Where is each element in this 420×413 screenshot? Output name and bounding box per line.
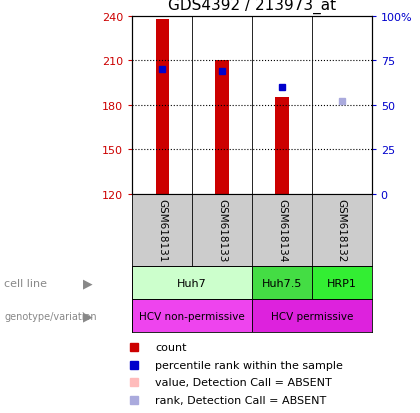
Text: GSM618132: GSM618132 bbox=[337, 199, 347, 262]
Bar bbox=[156, 19, 169, 194]
Bar bbox=[252, 266, 312, 299]
Bar bbox=[132, 299, 252, 332]
Bar bbox=[252, 299, 372, 332]
Text: HCV non-permissive: HCV non-permissive bbox=[139, 311, 245, 321]
Title: GDS4392 / 213973_at: GDS4392 / 213973_at bbox=[168, 0, 336, 14]
Text: value, Detection Call = ABSENT: value, Detection Call = ABSENT bbox=[155, 377, 332, 387]
Text: ▶: ▶ bbox=[84, 309, 93, 323]
Bar bbox=[132, 266, 252, 299]
Text: count: count bbox=[155, 342, 187, 352]
Text: HRP1: HRP1 bbox=[327, 278, 357, 288]
Text: genotype/variation: genotype/variation bbox=[4, 311, 97, 321]
Text: GSM618134: GSM618134 bbox=[277, 199, 287, 262]
Bar bbox=[215, 61, 228, 194]
Text: Huh7.5: Huh7.5 bbox=[262, 278, 302, 288]
Bar bbox=[276, 98, 289, 194]
Text: ▶: ▶ bbox=[84, 276, 93, 290]
Bar bbox=[312, 266, 372, 299]
Text: cell line: cell line bbox=[4, 278, 47, 288]
Text: GSM618133: GSM618133 bbox=[217, 199, 227, 262]
Text: HCV permissive: HCV permissive bbox=[270, 311, 353, 321]
Text: percentile rank within the sample: percentile rank within the sample bbox=[155, 360, 343, 370]
Text: rank, Detection Call = ABSENT: rank, Detection Call = ABSENT bbox=[155, 395, 327, 405]
Text: Huh7: Huh7 bbox=[177, 278, 207, 288]
Text: GSM618131: GSM618131 bbox=[157, 199, 167, 262]
